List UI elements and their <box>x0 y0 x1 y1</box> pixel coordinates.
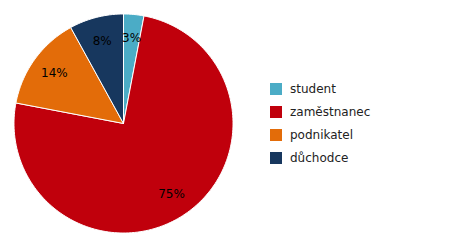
svg-text:14%: 14% <box>41 66 68 80</box>
svg-text:75%: 75% <box>158 187 185 201</box>
svg-text:8%: 8% <box>93 34 112 48</box>
html-text:zaměstnanec: zaměstnanec <box>290 104 371 119</box>
html-text:student: student <box>290 81 336 96</box>
html-text:podnikatel: podnikatel <box>290 127 353 142</box>
html-text:důchodce: důchodce <box>290 150 349 165</box>
svg-text:3%: 3% <box>122 31 141 45</box>
